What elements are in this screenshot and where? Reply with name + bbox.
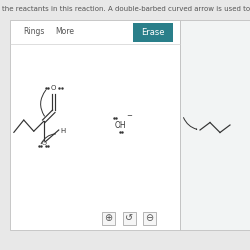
FancyBboxPatch shape xyxy=(10,20,180,230)
Text: O: O xyxy=(42,141,47,146)
Text: H: H xyxy=(61,128,66,134)
Text: OH: OH xyxy=(115,120,126,130)
FancyBboxPatch shape xyxy=(143,212,156,224)
Text: ⊕: ⊕ xyxy=(104,213,113,223)
FancyBboxPatch shape xyxy=(180,20,250,230)
FancyBboxPatch shape xyxy=(132,23,172,42)
FancyArrowPatch shape xyxy=(40,90,46,116)
Text: Erase: Erase xyxy=(141,28,164,37)
Text: Rings: Rings xyxy=(24,28,45,36)
Text: −: − xyxy=(126,113,132,119)
FancyBboxPatch shape xyxy=(122,212,136,224)
FancyArrowPatch shape xyxy=(41,134,55,144)
Text: More: More xyxy=(55,28,74,36)
FancyBboxPatch shape xyxy=(102,212,115,224)
Text: the reactants in this reaction. A double-barbed curved arrow is used to represen: the reactants in this reaction. A double… xyxy=(2,6,250,12)
Text: ⊖: ⊖ xyxy=(145,213,154,223)
Text: O: O xyxy=(51,85,57,91)
Text: ↺: ↺ xyxy=(125,213,133,223)
